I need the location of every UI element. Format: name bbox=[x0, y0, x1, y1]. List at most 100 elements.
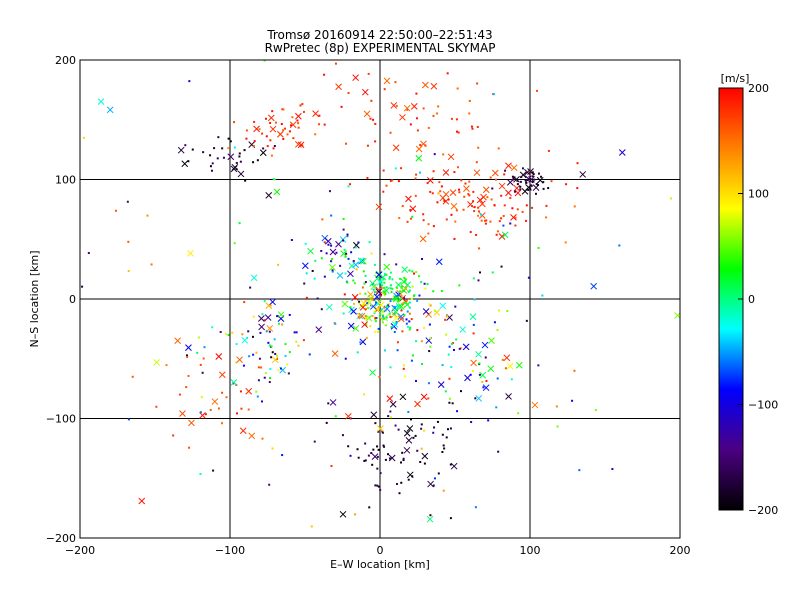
scatter-point-dot bbox=[401, 302, 404, 305]
scatter-point-dot bbox=[286, 363, 289, 366]
scatter-point-x bbox=[365, 314, 373, 322]
scatter-point-dot bbox=[381, 287, 384, 290]
scatter-point-dot bbox=[571, 399, 574, 402]
scatter-point-dot bbox=[257, 379, 260, 382]
scatter-point-dot bbox=[564, 241, 567, 244]
scatter-point-dot bbox=[352, 260, 355, 263]
scatter-point-dot bbox=[402, 457, 405, 460]
scatter-point-dot bbox=[521, 167, 524, 170]
scatter-point-dot bbox=[334, 322, 337, 325]
scatter-point-dot bbox=[295, 340, 298, 343]
scatter-point-x bbox=[179, 410, 186, 417]
scatter-point-x bbox=[482, 186, 490, 194]
scatter-point-dot bbox=[393, 305, 396, 308]
scatter-point-dot bbox=[378, 376, 381, 379]
scatter-point-dot bbox=[527, 188, 530, 191]
scatter-point-x bbox=[350, 308, 357, 315]
scatter-point-dot bbox=[247, 408, 250, 411]
scatter-point-dot bbox=[541, 294, 544, 297]
scatter-point-dot bbox=[369, 297, 372, 300]
scatter-point-dot bbox=[401, 451, 404, 454]
scatter-point-dot bbox=[418, 275, 421, 278]
scatter-point-x bbox=[481, 341, 489, 349]
scatter-point-dot bbox=[380, 317, 383, 320]
scatter-point-dot bbox=[374, 422, 377, 425]
x-tick-label: 200 bbox=[670, 544, 691, 557]
scatter-point-dot bbox=[345, 142, 348, 145]
scatter-point-dot bbox=[550, 180, 553, 183]
scatter-point-dot bbox=[347, 445, 350, 448]
scatter-point-dot bbox=[394, 81, 397, 84]
scatter-point-dot bbox=[525, 204, 528, 207]
scatter-point-dot bbox=[320, 249, 323, 252]
scatter-point-x bbox=[352, 325, 360, 332]
scatter-point-dot bbox=[416, 129, 419, 132]
scatter-point-x bbox=[265, 191, 273, 199]
scatter-point-dot bbox=[420, 340, 423, 343]
scatter-point-dot bbox=[355, 268, 358, 271]
scatter-point-x bbox=[503, 354, 511, 362]
scatter-point-x bbox=[187, 249, 194, 257]
scatter-point-x bbox=[324, 237, 332, 245]
scatter-point-dot bbox=[449, 427, 452, 430]
scatter-point-dot bbox=[424, 144, 427, 147]
scatter-point-dot bbox=[463, 195, 466, 198]
scatter-point-x bbox=[475, 350, 482, 358]
scatter-point-dot bbox=[203, 346, 206, 349]
scatter-point-dot bbox=[382, 190, 385, 193]
scatter-point-dot bbox=[259, 331, 262, 334]
scatter-point-dot bbox=[383, 306, 386, 309]
scatter-point-dot bbox=[407, 410, 410, 413]
scatter-point-dot bbox=[233, 121, 236, 124]
scatter-point-dot bbox=[217, 136, 220, 139]
scatter-point-x bbox=[377, 425, 384, 432]
scatter-point-x bbox=[392, 144, 400, 152]
scatter-point-dot bbox=[343, 248, 346, 251]
scatter-point-dot bbox=[252, 353, 255, 356]
scatter-point-dot bbox=[533, 178, 536, 181]
scatter-point-dot bbox=[372, 448, 375, 451]
scatter-point-dot bbox=[408, 289, 411, 292]
scatter-point-dot bbox=[229, 140, 232, 143]
scatter-point-x bbox=[375, 286, 383, 294]
scatter-point-x bbox=[421, 81, 429, 89]
scatter-point-dot bbox=[500, 194, 503, 197]
scatter-point-dot bbox=[268, 344, 271, 347]
scatter-point-dot bbox=[390, 326, 393, 329]
scatter-point-dot bbox=[388, 313, 391, 316]
scatter-point-dot bbox=[429, 304, 432, 307]
scatter-point-dot bbox=[453, 171, 456, 174]
scatter-point-dot bbox=[412, 436, 415, 439]
scatter-point-dot bbox=[414, 177, 417, 180]
scatter-point-dot bbox=[410, 359, 413, 362]
scatter-point-dot bbox=[407, 290, 410, 293]
scatter-point-dot bbox=[407, 478, 410, 481]
scatter-point-x bbox=[374, 274, 381, 282]
scatter-point-dot bbox=[618, 244, 621, 247]
scatter-point-dot bbox=[509, 196, 512, 199]
scatter-point-dot bbox=[497, 147, 500, 150]
scatter-point-x bbox=[392, 308, 399, 316]
scatter-point-dot bbox=[366, 302, 369, 305]
scatter-point-dot bbox=[313, 277, 316, 280]
scatter-point-dot bbox=[280, 367, 283, 370]
scatter-point-x bbox=[325, 303, 333, 311]
scatter-point-dot bbox=[265, 135, 268, 138]
scatter-point-dot bbox=[342, 239, 345, 242]
scatter-point-x bbox=[336, 272, 344, 279]
scatter-point-dot bbox=[421, 257, 424, 260]
scatter-point-dot bbox=[127, 270, 130, 273]
scatter-point-x bbox=[277, 311, 285, 319]
y-tick-label: 100 bbox=[55, 174, 76, 187]
scatter-point-x bbox=[329, 264, 336, 271]
scatter-point-dot bbox=[385, 316, 388, 319]
scatter-point-dot bbox=[428, 323, 431, 326]
scatter-point-dot bbox=[297, 122, 300, 125]
scatter-point-dot bbox=[525, 219, 528, 222]
scatter-point-dot bbox=[263, 300, 266, 303]
scatter-point-x bbox=[266, 324, 274, 332]
scatter-point-dot bbox=[456, 87, 459, 90]
scatter-point-dot bbox=[354, 246, 357, 249]
scatter-point-dot bbox=[365, 336, 368, 339]
scatter-point-dot bbox=[472, 200, 475, 203]
